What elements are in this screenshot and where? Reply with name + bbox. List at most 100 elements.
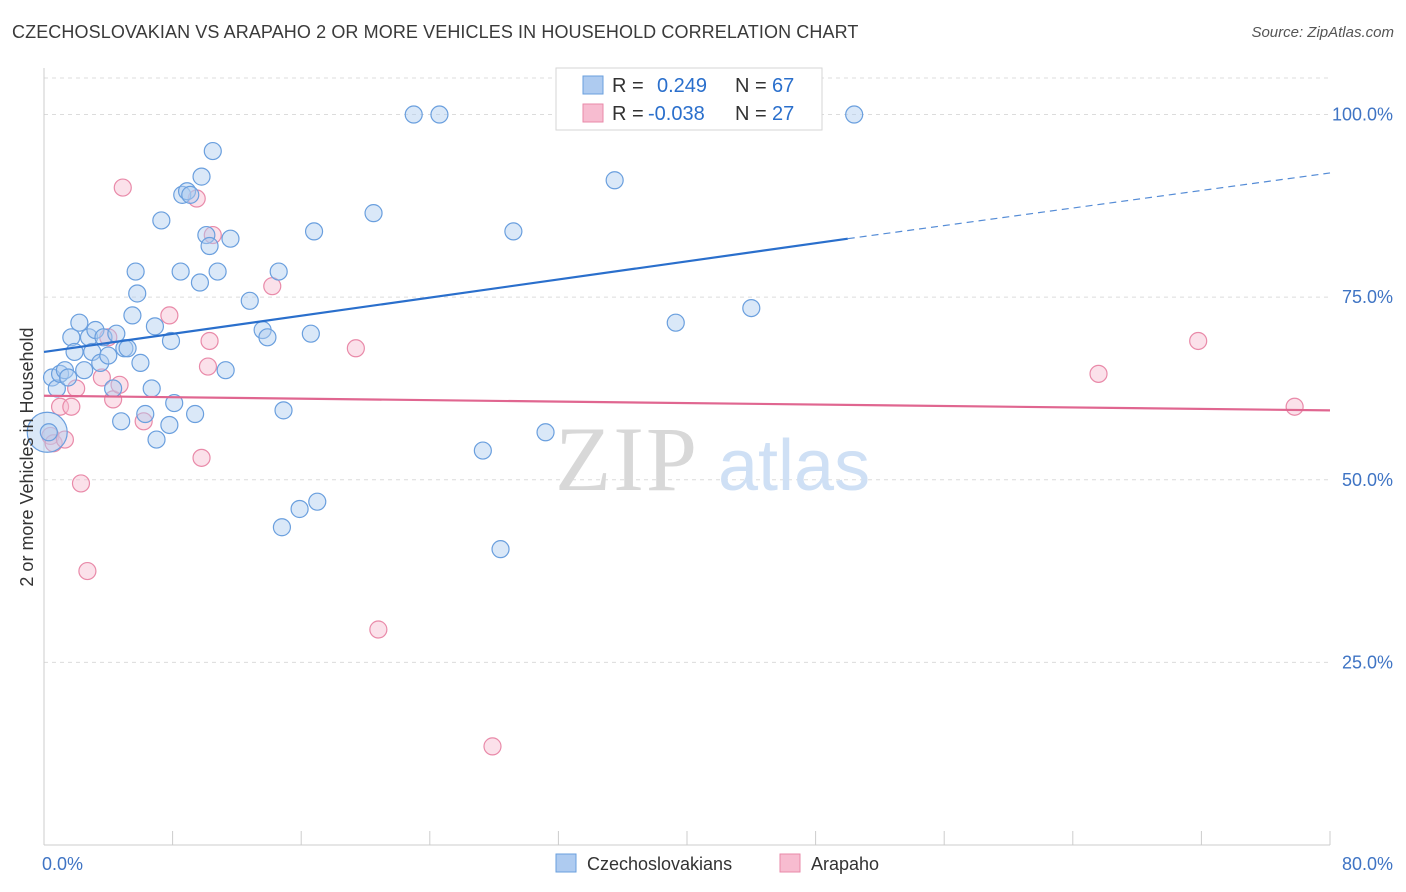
czechoslovakian-point <box>666 313 685 332</box>
arapaho-point <box>198 357 218 376</box>
grid-lines <box>44 77 1330 663</box>
legend-r-label-1: R = <box>612 75 644 97</box>
y-tick-labels: 25.0% 50.0% 75.0% 100.0% <box>1332 105 1393 673</box>
czechoslovakian-point <box>70 313 89 332</box>
czechoslovakian-point <box>742 299 761 318</box>
arapaho-trend-line <box>43 394 1331 412</box>
czechoslovakian-point <box>473 441 492 460</box>
czechoslovakian-point-large <box>26 411 68 453</box>
czechoslovakian-point <box>269 262 288 281</box>
svg-text:N =: N = <box>735 75 767 97</box>
czechoslovakian-point <box>160 415 179 435</box>
czechoslovakian-point <box>536 423 555 442</box>
legend-swatch-blue <box>582 75 604 95</box>
czechoslovakian-point <box>301 324 320 343</box>
czechoslovakian-point <box>171 262 190 281</box>
czechoslovakian-point <box>112 412 131 431</box>
arapaho-points <box>41 178 1304 756</box>
czechoslovakian-point <box>118 339 137 358</box>
czechoslovakian-point <box>186 404 205 424</box>
arapaho-point <box>1285 397 1304 416</box>
x-tick-label: 80.0% <box>1342 854 1393 874</box>
chart-title: CZECHOSLOVAKIAN VS ARAPAHO 2 OR MORE VEH… <box>12 22 859 42</box>
correlation-legend: R = 0.249 N = 67 R = -0.038 N = 27 <box>555 67 823 131</box>
legend-n-label-2: N = <box>735 103 767 125</box>
czechoslovakian-point <box>216 361 235 380</box>
legend-n-value-2: 27 <box>772 103 794 125</box>
czechoslovakian-point <box>845 105 864 124</box>
czechoslovakian-point <box>39 423 58 442</box>
arapaho-point <box>71 474 91 493</box>
svg-text:R =: R = <box>612 75 644 97</box>
arapaho-point <box>113 178 132 197</box>
czechoslovakian-point <box>192 167 211 186</box>
svg-text:67: 67 <box>772 75 794 97</box>
czechoslovakian-point <box>274 401 293 420</box>
czechoslovakian-point <box>136 404 155 424</box>
czechoslovakian-trend-line <box>43 237 848 354</box>
arapaho-point <box>1089 364 1108 383</box>
watermark-atlas: atlas <box>718 426 870 506</box>
svg-text:N =: N = <box>735 103 767 125</box>
czechoslovakian-point <box>304 222 324 241</box>
legend-n-value-1: 67 <box>772 75 794 97</box>
legend-bottom-swatch-pink <box>779 853 801 873</box>
czechoslovakian-point <box>404 105 423 124</box>
legend-swatch-pink <box>582 103 604 123</box>
arapaho-point <box>346 339 365 358</box>
czechoslovakian-point <box>491 540 510 559</box>
arapaho-point <box>62 397 81 416</box>
czechoslovakian-point <box>308 492 327 511</box>
czechoslovakian-point <box>181 185 200 204</box>
czechoslovakian-point <box>147 430 166 449</box>
arapaho-point <box>192 448 211 467</box>
watermark-zip: ZIP <box>555 408 699 510</box>
svg-text:27: 27 <box>772 103 794 125</box>
czechoslovakian-point <box>221 229 240 248</box>
legend-bottom-label-blue: Czechoslovakians <box>587 854 732 874</box>
czechoslovakian-trend-extension <box>847 172 1331 240</box>
czechoslovakian-point <box>190 273 210 292</box>
legend-bottom-label-pink: Arapaho <box>811 854 879 874</box>
czechoslovakian-point <box>290 499 309 519</box>
czechoslovakian-point <box>272 518 292 537</box>
czechoslovakian-point <box>75 361 94 380</box>
czechoslovakian-point <box>123 306 142 325</box>
czechoslovakian-point <box>99 346 118 365</box>
arapaho-point <box>78 561 97 581</box>
czechoslovakian-point <box>161 331 181 351</box>
arapaho-point <box>55 430 74 449</box>
czechoslovakian-point <box>62 328 81 347</box>
source-credit: Source: ZipAtlas.com <box>1251 24 1394 41</box>
series-legend: Czechoslovakians Arapaho <box>555 853 879 874</box>
czechoslovakian-point <box>165 393 184 413</box>
arapaho-point <box>203 225 222 245</box>
czechoslovakian-point <box>504 222 523 241</box>
czechoslovakian-point <box>605 171 624 190</box>
legend-r-value-2: -0.038 <box>648 103 705 125</box>
czechoslovakian-point <box>142 379 161 398</box>
arapaho-point <box>369 620 388 639</box>
arapaho-point <box>1189 331 1208 351</box>
czechoslovakian-point <box>145 317 165 336</box>
czechoslovakian-point <box>152 211 171 230</box>
czechoslovakian-point <box>197 225 216 245</box>
czechoslovakian-point <box>240 291 259 310</box>
arapaho-point <box>160 306 179 325</box>
legend-n-label-1: N = <box>735 75 767 97</box>
arapaho-point <box>92 368 111 387</box>
legend-r-value-1: 0.249 <box>657 75 707 97</box>
y-tick-label: 25.0% <box>1342 652 1393 672</box>
y-tick-label: 50.0% <box>1342 470 1393 490</box>
trend-lines <box>43 172 1331 412</box>
y-axis-label: 2 or more Vehicles in Household <box>17 327 37 586</box>
czechoslovakian-point <box>59 368 78 387</box>
arapaho-point <box>200 331 219 351</box>
x-tick-label: 0.0% <box>42 854 83 874</box>
x-tick-labels: 0.0% 80.0% <box>42 854 1393 874</box>
arapaho-point <box>134 412 153 431</box>
czechoslovakian-point <box>131 353 150 372</box>
czechoslovakian-point <box>364 204 383 223</box>
legend-bottom-swatch-blue <box>555 853 577 873</box>
arapaho-point <box>483 737 502 756</box>
